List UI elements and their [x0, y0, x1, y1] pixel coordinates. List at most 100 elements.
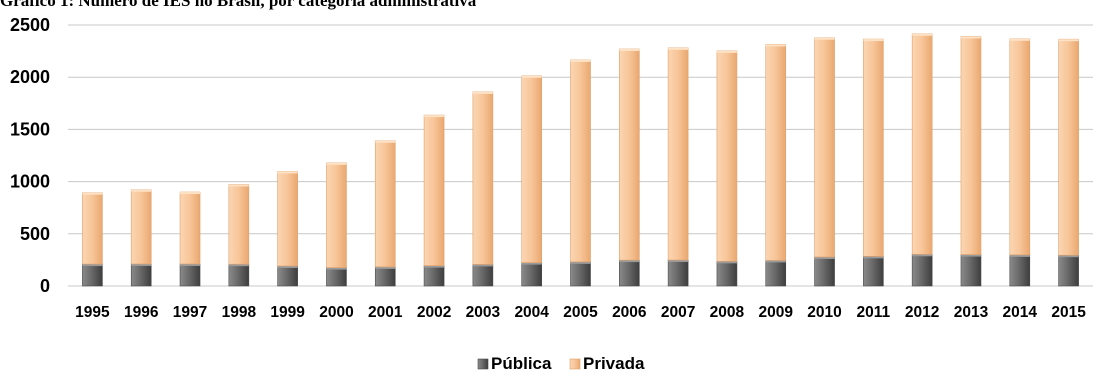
- bar-privada: [1058, 38, 1079, 256]
- bar-privada: [472, 91, 494, 265]
- bar-publica: [130, 263, 152, 287]
- bar-privada: [619, 48, 640, 261]
- bar-cap: [131, 263, 152, 266]
- legend-label: Privada: [583, 354, 645, 373]
- bar-cap: [472, 91, 493, 94]
- bar-cap: [228, 264, 249, 267]
- bar-privada: [130, 189, 152, 265]
- y-tick-label: 0: [40, 276, 50, 296]
- y-tick-label: 1000: [10, 172, 50, 192]
- bar-cap: [960, 254, 981, 257]
- bar-cap: [180, 263, 201, 266]
- x-tick-label: 1997: [173, 304, 207, 321]
- x-tick-label: 2013: [954, 304, 989, 321]
- x-tick-label: 1998: [222, 304, 257, 321]
- bars: [82, 33, 1079, 287]
- bar-publica: [716, 261, 738, 287]
- bar-cap: [375, 266, 396, 269]
- bar-cap: [1058, 39, 1079, 42]
- bar-publica: [570, 261, 591, 287]
- bar-privada: [374, 140, 396, 268]
- bar-cap: [1009, 38, 1030, 41]
- bar-cap: [668, 47, 689, 50]
- x-tick-label: 2011: [857, 304, 891, 321]
- bar-cap: [424, 115, 445, 118]
- bar-cap: [619, 260, 640, 263]
- bar-publica: [521, 262, 542, 287]
- bar-cap: [570, 261, 591, 264]
- bar-cap: [82, 264, 103, 267]
- x-tick-label: 2003: [466, 304, 501, 321]
- bar-publica: [179, 263, 201, 287]
- bar-publica: [863, 256, 884, 287]
- bar-cap: [814, 256, 835, 259]
- bar-cap: [814, 37, 835, 40]
- bar-publica: [228, 263, 250, 287]
- bar-publica: [911, 253, 933, 287]
- x-tick-label: 2004: [514, 304, 549, 321]
- bar-publica: [423, 265, 445, 287]
- bar-cap: [570, 59, 591, 62]
- bar-privada: [277, 171, 298, 267]
- bar-cap: [326, 267, 347, 270]
- x-tick-label: 2014: [1003, 304, 1038, 321]
- bar-privada: [960, 36, 982, 255]
- bar-privada: [82, 192, 103, 265]
- bar-publica: [667, 259, 689, 287]
- bar-privada: [765, 44, 787, 261]
- bar-cap: [180, 192, 201, 195]
- bar-cap: [521, 262, 542, 265]
- bar-publica: [374, 266, 396, 287]
- x-tick-label: 1999: [270, 304, 305, 321]
- bar-privada: [326, 162, 347, 268]
- bar-cap: [472, 264, 493, 267]
- x-tick-label: 2006: [612, 304, 647, 321]
- x-axis-ticks: 1995 1996 1997 1998 1999 2000 2001 2002 2003 2004…: [75, 304, 1086, 321]
- x-tick-label: 2002: [417, 304, 451, 321]
- bar-cap: [863, 256, 884, 259]
- bar-privada: [716, 50, 738, 262]
- bar-cap: [668, 260, 689, 263]
- x-tick-label: 2008: [710, 304, 745, 321]
- bar-cap: [716, 261, 737, 264]
- bar-cap: [424, 265, 445, 268]
- y-tick-label: 2500: [10, 15, 50, 35]
- bar-privada: [570, 59, 591, 263]
- bar-publica: [277, 265, 298, 287]
- x-tick-label: 2012: [905, 304, 939, 321]
- bar-cap: [765, 260, 786, 263]
- bar-privada: [1009, 38, 1031, 256]
- bar-cap: [277, 171, 298, 174]
- x-tick-label: 2015: [1051, 304, 1086, 321]
- bar-publica: [82, 263, 103, 287]
- legend-label: Pública: [491, 354, 552, 373]
- bar-cap: [82, 192, 103, 195]
- y-tick-label: 500: [20, 224, 50, 244]
- bar-cap: [228, 184, 249, 187]
- bar-publica: [1009, 254, 1031, 287]
- legend: Pública Privada: [477, 354, 645, 373]
- x-tick-label: 2000: [319, 304, 353, 321]
- bar-cap: [131, 189, 152, 192]
- bar-publica: [619, 259, 640, 287]
- bar-cap: [277, 265, 298, 268]
- x-tick-label: 2007: [661, 304, 695, 321]
- bar-publica: [472, 264, 494, 287]
- bar-privada: [863, 38, 884, 257]
- bar-cap: [1009, 254, 1030, 257]
- x-tick-label: 2005: [563, 304, 598, 321]
- bar-privada: [911, 33, 933, 255]
- bar-cap: [863, 39, 884, 42]
- x-tick-label: 1996: [124, 304, 159, 321]
- y-axis-ticks: 0 500 1000 1500 2000 2500: [10, 15, 50, 296]
- legend-swatch-publica: [477, 358, 489, 370]
- bar-cap: [375, 140, 396, 143]
- bar-privada: [228, 184, 250, 265]
- x-tick-label: 2009: [758, 304, 793, 321]
- bar-privada: [521, 75, 542, 263]
- bar-publica: [814, 256, 835, 287]
- bar-cap: [716, 50, 737, 53]
- bar-cap: [960, 36, 981, 39]
- chart-title: Gráfico 1: Número de IES no Brasil, por …: [0, 0, 477, 10]
